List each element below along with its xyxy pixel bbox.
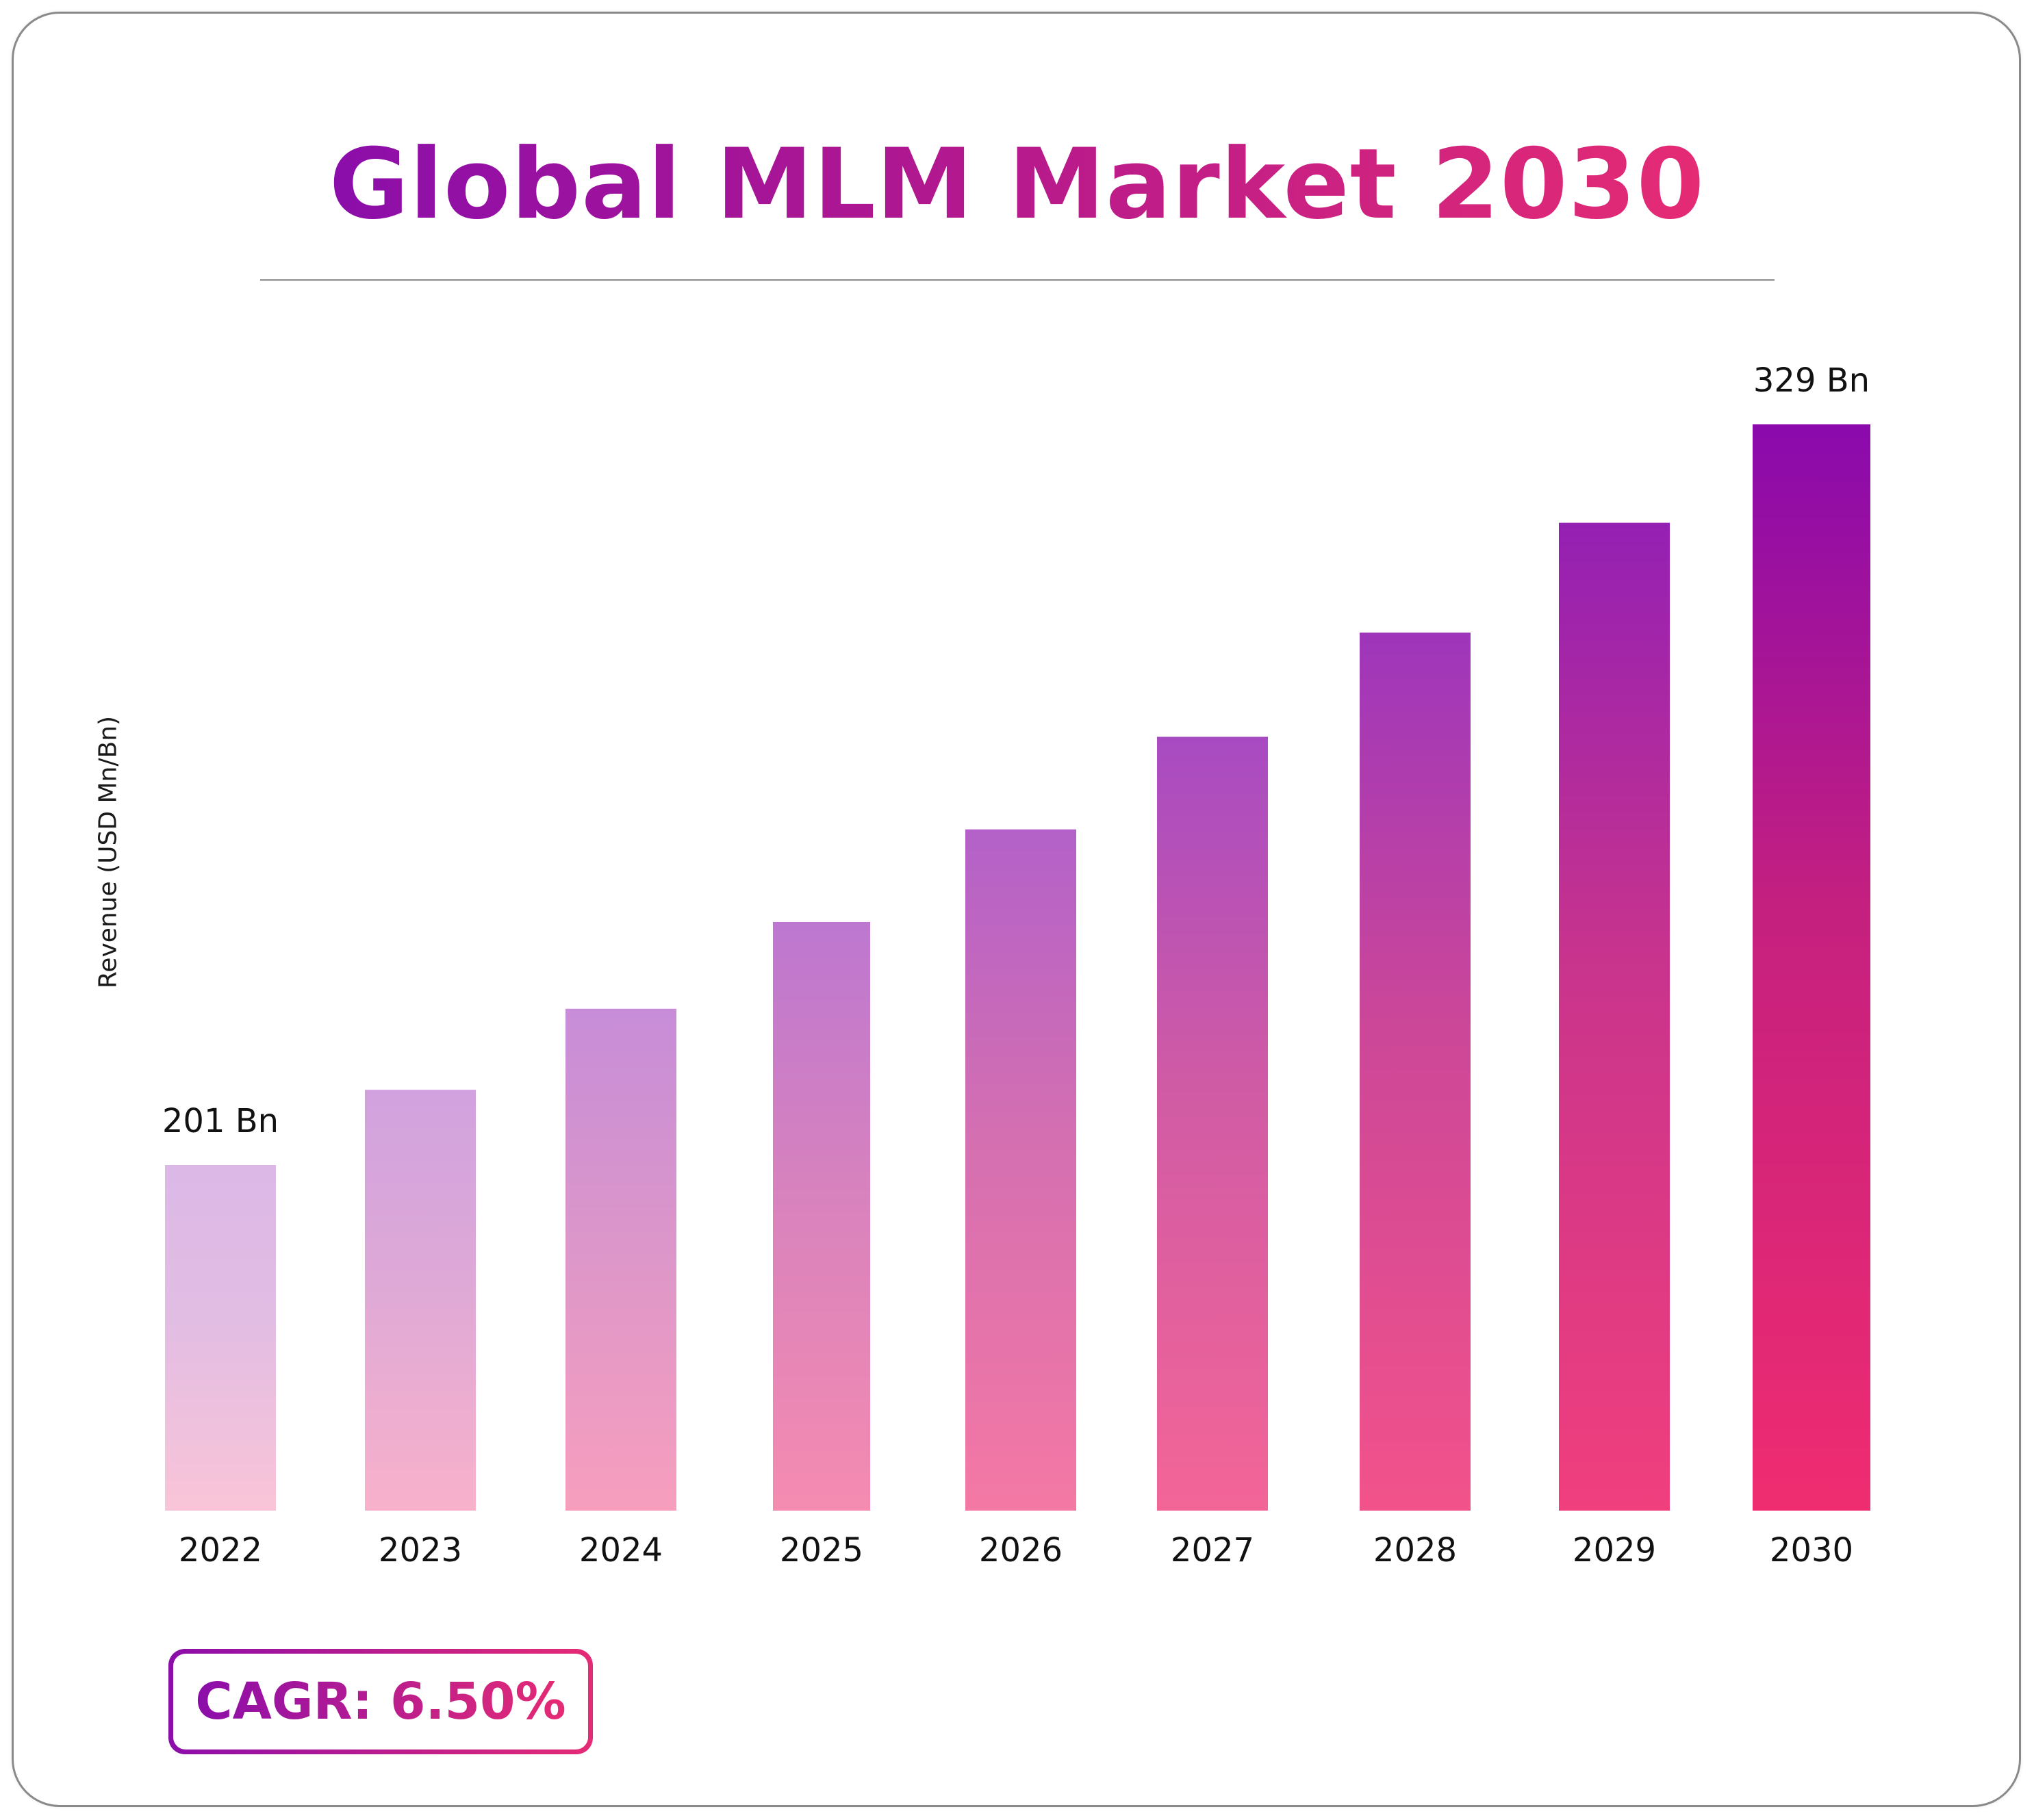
x-tick-label: 2028 [1373,1531,1457,1569]
x-tick-label: 2023 [379,1531,462,1569]
x-tick-label: 2024 [579,1531,663,1569]
x-tick-label: 2022 [179,1531,262,1569]
title-divider [260,279,1775,281]
x-tick-label: 2029 [1573,1531,1656,1569]
x-tick-label: 2027 [1171,1531,1254,1569]
bar-2029 [1559,522,1670,1511]
bar-2027 [1157,736,1268,1511]
bar-2026 [965,829,1076,1511]
cagr-badge: CAGR: 6.50% [168,1649,593,1754]
bar-2023 [365,1090,476,1511]
x-tick-label: 2030 [1770,1531,1853,1569]
bar-2024 [565,1008,676,1511]
data-label: 201 Bn [162,1102,279,1140]
chart-title: Global MLM Market 2030 [329,128,1705,241]
bar-2028 [1360,632,1471,1511]
bar-2022 [165,1165,276,1511]
bar-2025 [773,921,870,1511]
cagr-text: CAGR: 6.50% [195,1672,566,1731]
x-tick-label: 2026 [979,1531,1063,1569]
x-tick-label: 2025 [780,1531,863,1569]
data-label: 329 Bn [1753,361,1870,400]
bar-2030 [1753,424,1870,1511]
